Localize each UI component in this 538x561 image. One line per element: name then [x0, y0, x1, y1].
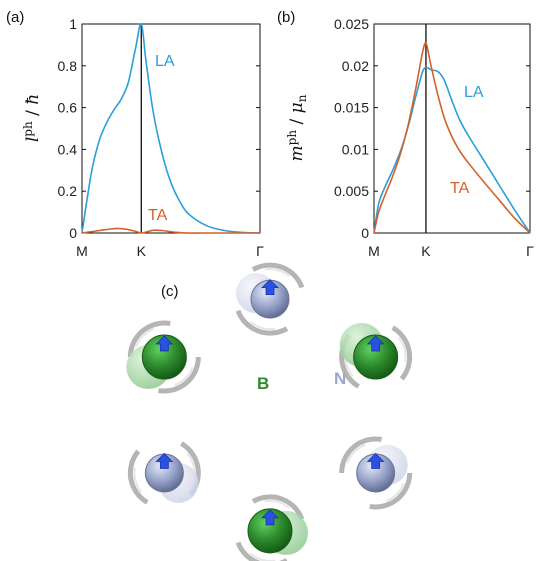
panel-a-ylabel: lph / ħ — [21, 94, 43, 142]
panel-a-series-la — [81, 23, 261, 234]
panel-b-ytick-label: 0.005 — [334, 183, 369, 199]
nitrogen-atom-3 — [339, 436, 413, 510]
boron-atom-6 — [126, 320, 201, 394]
orbit-arc — [235, 541, 288, 561]
orbit-arc — [369, 472, 413, 510]
orbit-arc-highlight — [385, 482, 405, 503]
orbit-arc-highlight — [174, 366, 194, 387]
plot-a: 0 0.2 0.4 0.6 0.8 1 M K Γ LA TA — [58, 16, 265, 259]
orbit-arc — [251, 262, 305, 289]
panel-b-xtick-label: M — [368, 243, 380, 259]
panel-a-ytick-label: 1 — [69, 16, 77, 32]
panel-a-frame — [81, 23, 261, 234]
atom-sphere — [247, 508, 293, 554]
nitrogen-atom-1 — [235, 262, 305, 336]
orbit-arc-highlight — [397, 337, 407, 363]
panel-b-ytick-label: 0.015 — [334, 100, 369, 116]
panel-a-xtick-label: Γ — [256, 243, 264, 259]
orbit-arc — [158, 356, 201, 394]
spin-arrow-icon — [366, 452, 385, 469]
panel-b-series-label-ta: TA — [450, 180, 470, 197]
panel-c: (c) B N — [126, 262, 413, 561]
panel-b-ylabel: mph / μn — [285, 94, 309, 161]
orbit-arc — [127, 320, 171, 358]
panel-a-ytick-label: 0.2 — [58, 183, 78, 199]
orbit-arc-highlight — [250, 321, 276, 331]
spin-arrow-icon — [261, 509, 279, 526]
panel-a-series-label-ta: TA — [148, 207, 168, 224]
orbit-arc-highlight — [135, 327, 155, 348]
atom-sphere — [353, 334, 399, 380]
atom-sphere — [141, 334, 187, 380]
panel-a-ytick-label: 0.6 — [58, 100, 78, 116]
panel-b-xtick-label: Γ — [526, 243, 534, 259]
panel-a-label: (a) — [6, 9, 24, 26]
panel-a-ytick-label: 0 — [69, 225, 77, 241]
panel-b-ytick-label: 0.02 — [342, 58, 369, 74]
orbit-arc — [391, 325, 413, 381]
orbit-arc — [235, 309, 289, 336]
panel-b-ytick-label: 0 — [361, 225, 369, 241]
boron-label: B — [257, 374, 269, 393]
panel-b-xtick-label: K — [421, 243, 431, 259]
panel-b-series-ta — [373, 42, 531, 234]
spin-arrow-icon — [155, 452, 174, 469]
spin-arrow-icon — [366, 335, 385, 352]
orbit-arc-highlight — [346, 443, 366, 464]
panel-a-series-label-la: LA — [155, 53, 175, 70]
orbit-arc-highlight — [264, 499, 290, 509]
panel-b-ytick-label: 0.01 — [342, 141, 369, 157]
panel-c-label: (c) — [161, 283, 179, 300]
panel-b-series-label-la: LA — [464, 84, 484, 101]
orbit-arc — [339, 436, 382, 474]
panel-a-ytick-label: 0.8 — [58, 58, 78, 74]
panel-b: (b) mph / μn 0 0.005 0.01 0.015 0.02 0.025 M K Γ… — [277, 9, 534, 259]
spin-arrow-icon — [261, 279, 279, 296]
panel-a-series-ta — [81, 227, 260, 234]
orbit-arc — [127, 449, 149, 505]
orbit-arc-highlight — [133, 467, 143, 493]
panel-b-frame — [373, 23, 531, 234]
panel-b-label: (b) — [277, 9, 295, 26]
orbit-arc-highlight — [264, 268, 290, 277]
panel-a: (a) lph / ħ 0 0.2 0.4 0.6 0.8 1 M K Γ LA TA — [6, 9, 264, 259]
panel-a-ytick-label: 0.4 — [58, 141, 78, 157]
plot-b: 0 0.005 0.01 0.015 0.02 0.025 M K Γ LA TA — [334, 16, 534, 259]
nitrogen-atom-5 — [127, 441, 201, 505]
atoms-ring — [126, 262, 413, 561]
boron-atom-4 — [235, 494, 308, 561]
boron-atom-2 — [339, 323, 413, 389]
panel-a-xtick-label: K — [137, 243, 147, 259]
panel-a-xtick-label: M — [76, 243, 88, 259]
panel-b-ytick-label: 0.025 — [334, 16, 369, 32]
spin-arrow-icon — [155, 335, 174, 352]
orbit-arc — [251, 494, 305, 521]
